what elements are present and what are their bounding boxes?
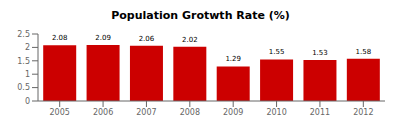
svg-text:2.09: 2.09 bbox=[95, 34, 111, 42]
svg-text:2011: 2011 bbox=[310, 108, 330, 117]
svg-text:2009: 2009 bbox=[223, 108, 243, 117]
svg-text:0: 0 bbox=[25, 97, 30, 106]
svg-text:1.5: 1.5 bbox=[17, 57, 30, 66]
svg-text:2.02: 2.02 bbox=[182, 36, 198, 44]
svg-text:2.06: 2.06 bbox=[139, 35, 155, 43]
html-text:Population Grotwth Rate (%): Population Grotwth Rate (%) bbox=[111, 9, 290, 22]
svg-text:0.5: 0.5 bbox=[17, 83, 30, 92]
svg-text:1: 1 bbox=[25, 70, 30, 79]
svg-text:2006: 2006 bbox=[93, 108, 113, 117]
svg-text:2: 2 bbox=[25, 43, 30, 52]
svg-text:1.55: 1.55 bbox=[269, 48, 285, 56]
svg-text:2012: 2012 bbox=[353, 108, 373, 117]
svg-text:1.29: 1.29 bbox=[225, 55, 241, 63]
svg-text:2.08: 2.08 bbox=[52, 34, 68, 42]
svg-text:2005: 2005 bbox=[50, 108, 70, 117]
svg-text:2010: 2010 bbox=[266, 108, 286, 117]
svg-text:2.5: 2.5 bbox=[17, 30, 30, 39]
svg-text:2008: 2008 bbox=[180, 108, 200, 117]
svg-text:1.58: 1.58 bbox=[356, 48, 372, 56]
svg-text:2007: 2007 bbox=[136, 108, 156, 117]
svg-text:1.53: 1.53 bbox=[312, 49, 328, 57]
